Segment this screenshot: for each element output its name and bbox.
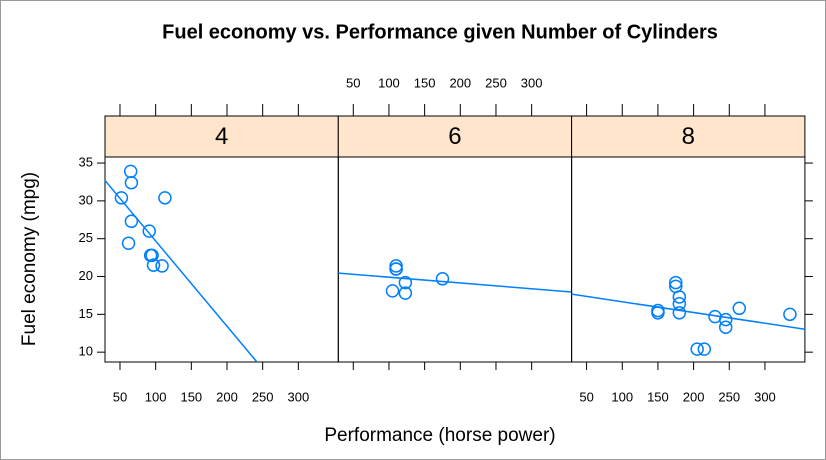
x-tick-label: 200 (216, 389, 238, 404)
point (669, 275, 683, 290)
x-tick-label: 150 (180, 389, 202, 404)
point (708, 309, 722, 324)
x-tick-label: 250 (485, 75, 507, 90)
point (672, 290, 687, 304)
point (385, 284, 400, 298)
point (146, 258, 161, 272)
point (718, 320, 733, 334)
x-tick-label: 300 (521, 75, 543, 90)
strip-label: 8 (682, 123, 695, 150)
point (672, 306, 687, 320)
y-tick-label: 20 (79, 268, 93, 283)
x-tick-label: 150 (647, 389, 669, 404)
fit-line (338, 272, 572, 293)
y-tick-label: 10 (79, 344, 93, 359)
point (398, 286, 413, 300)
point (697, 342, 712, 356)
strip-label: 4 (215, 123, 228, 150)
point (389, 259, 403, 273)
y-tick-label: 15 (79, 306, 93, 321)
strip-label: 6 (448, 123, 461, 150)
point (158, 191, 172, 205)
x-tick-label: 50 (579, 389, 593, 404)
x-tick-label: 200 (683, 389, 705, 404)
point (155, 259, 169, 273)
x-tick-label: 300 (754, 389, 776, 404)
x-tick-label: 200 (449, 75, 471, 90)
point (435, 272, 450, 286)
fit-line (571, 293, 806, 330)
point (783, 307, 797, 322)
fit-line (104, 179, 258, 363)
point (690, 342, 704, 356)
x-tick-label: 50 (346, 75, 360, 90)
y-axis-label: Fuel economy (mpg) (19, 172, 40, 346)
x-tick-label: 250 (718, 389, 740, 404)
point (124, 214, 139, 229)
point (114, 191, 129, 205)
y-tick-label: 35 (79, 154, 93, 169)
x-tick-label: 250 (252, 389, 274, 404)
x-tick-label: 100 (145, 389, 167, 404)
x-tick-label: 150 (414, 75, 436, 90)
panel (571, 156, 806, 363)
strip (571, 115, 806, 158)
chart-title: Fuel economy vs. Performance given Numbe… (162, 21, 718, 43)
point (651, 306, 665, 320)
point (732, 301, 747, 316)
point (123, 164, 138, 179)
point (142, 224, 156, 238)
x-axis-label: Performance (horse power) (324, 425, 555, 446)
x-tick-label: 50 (113, 389, 127, 404)
point (398, 275, 413, 290)
point (145, 248, 159, 263)
point (121, 236, 136, 250)
x-tick-label: 300 (287, 389, 309, 404)
strip (104, 115, 339, 158)
x-tick-label: 100 (611, 389, 633, 404)
y-tick-label: 30 (79, 192, 93, 207)
strip (337, 115, 573, 158)
point (672, 297, 687, 311)
y-tick-label: 25 (79, 230, 93, 245)
x-tick-label: 100 (378, 75, 400, 90)
